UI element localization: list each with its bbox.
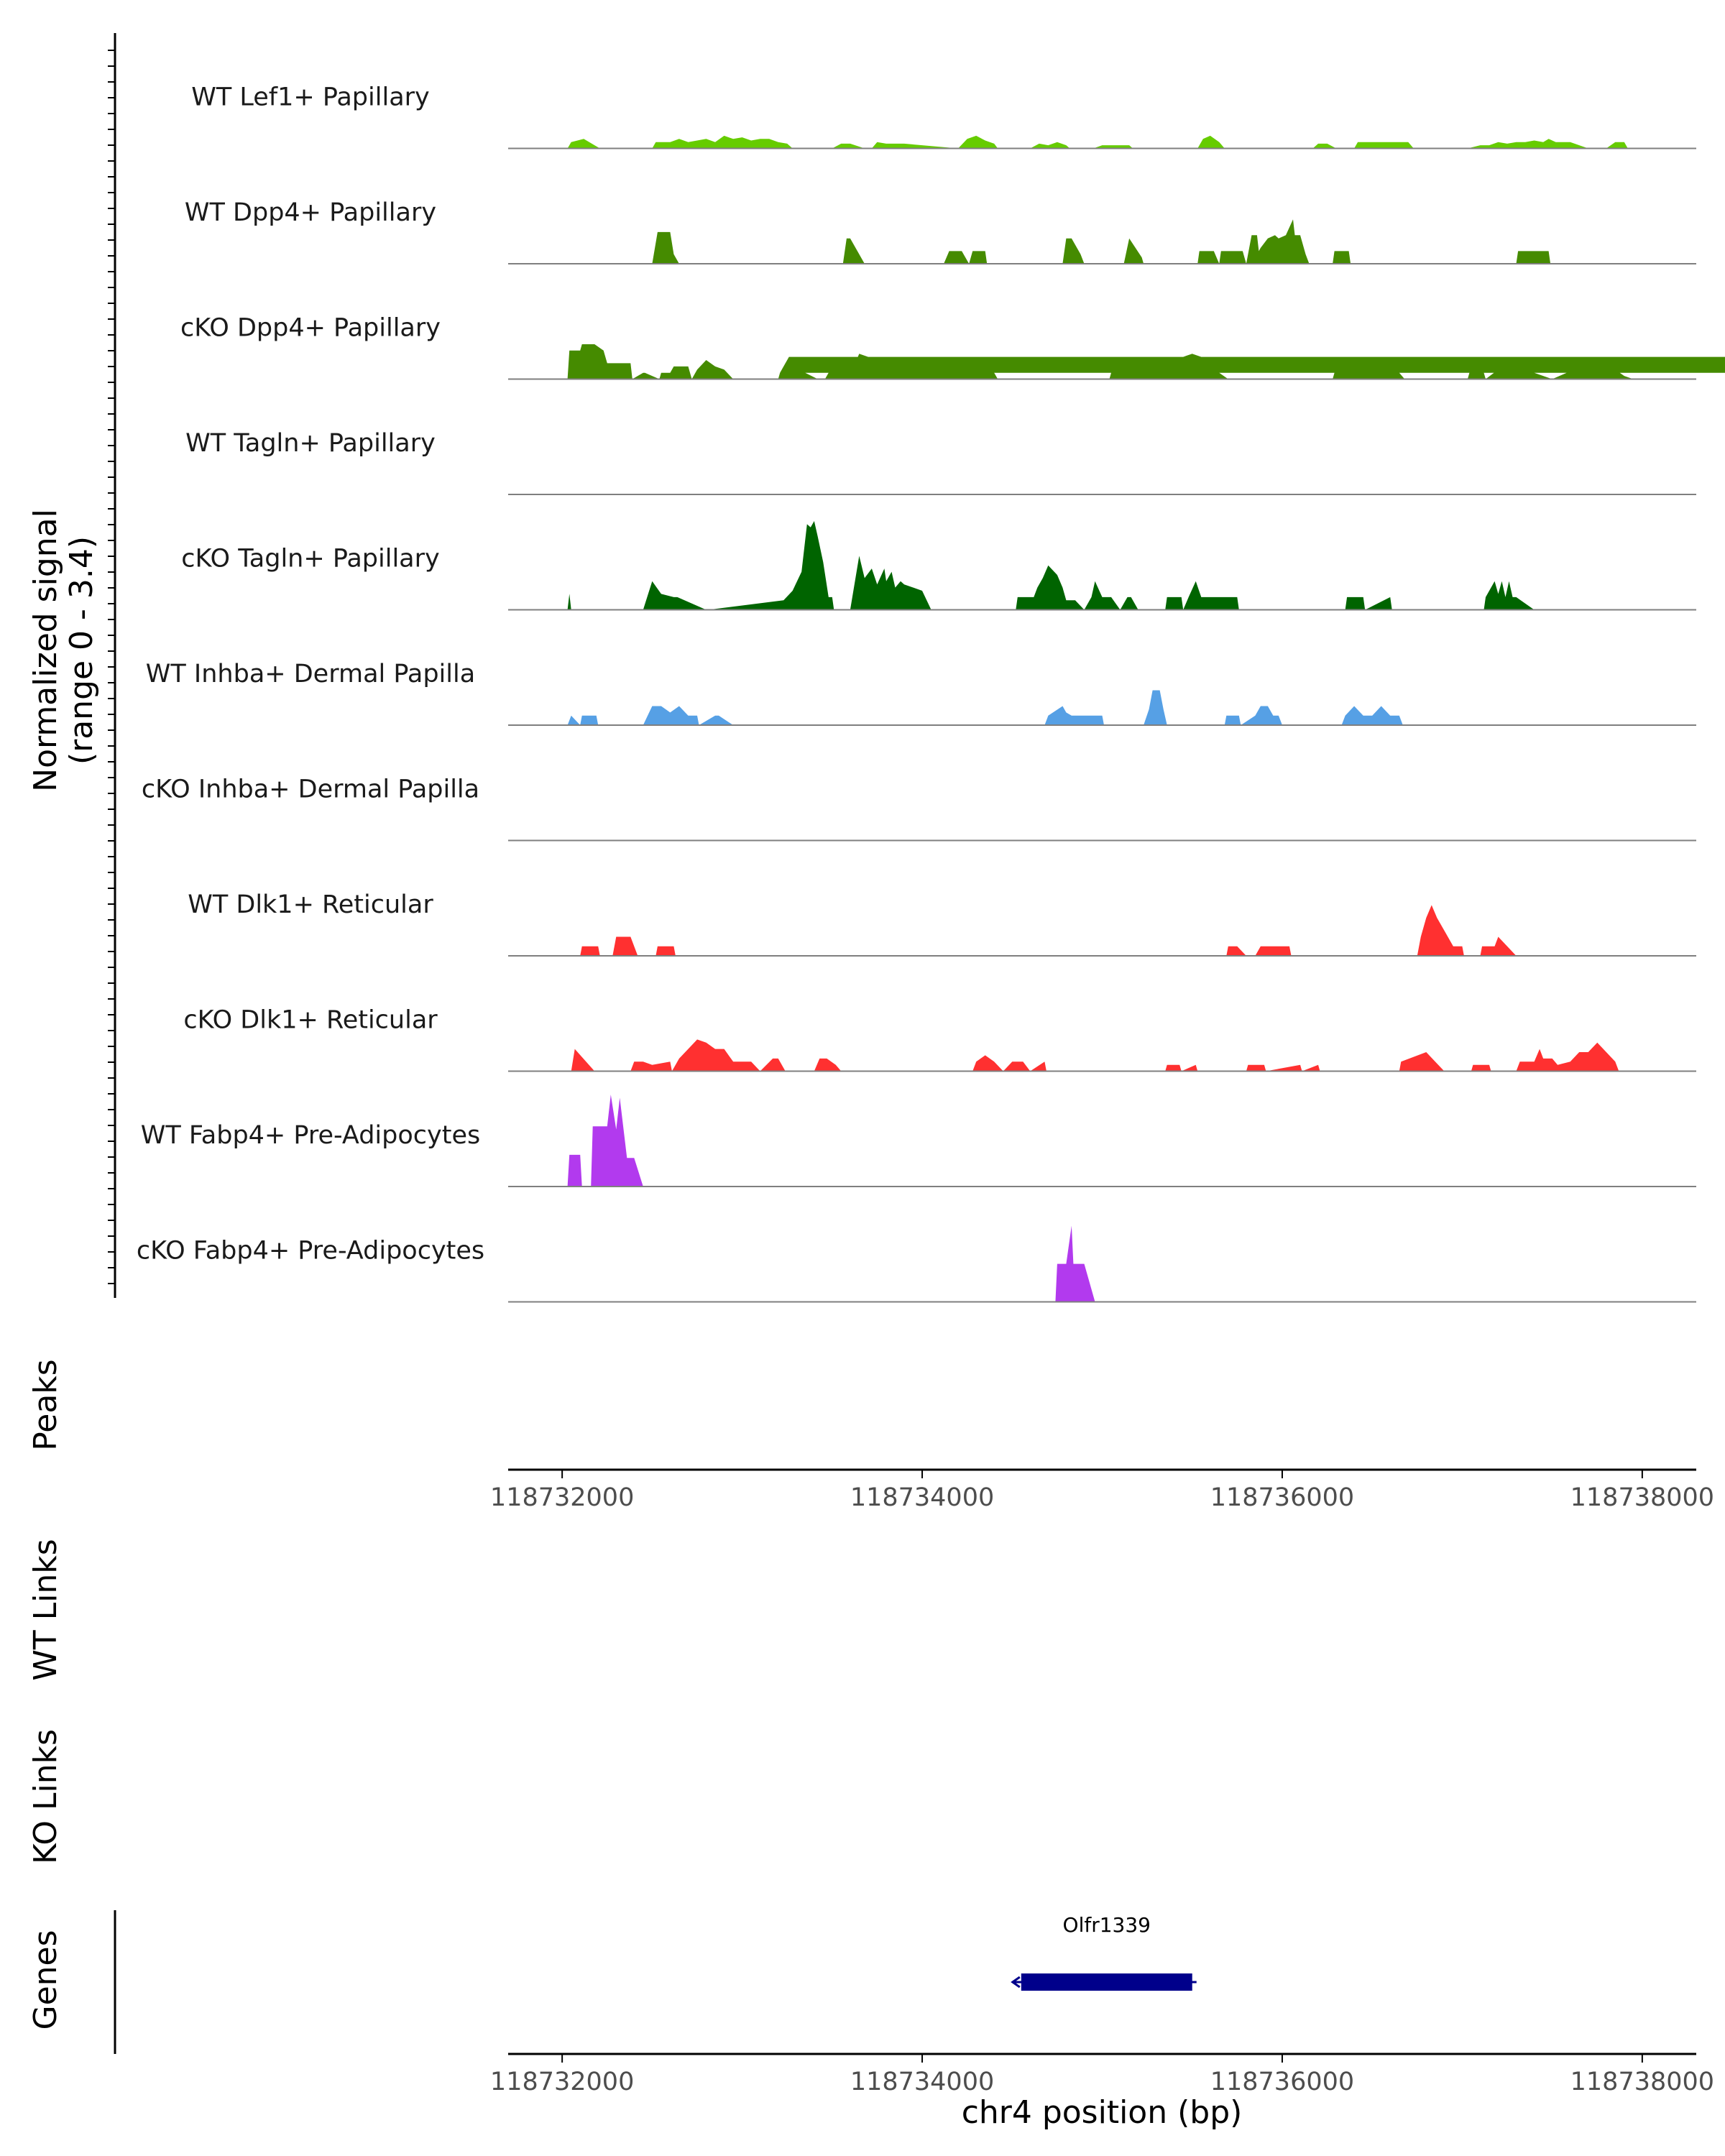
track-area	[567, 521, 1535, 610]
peaks-x-axis-ticks: 118732000 118734000 118736000 118738000	[490, 1470, 1714, 1512]
track-9: cKO Dlk1+ Reticular	[183, 1006, 1696, 1072]
track-label: WT Tagln+ Papillary	[185, 429, 436, 458]
track-3: cKO Dpp4+ Papillary	[180, 314, 1725, 380]
x-tick-label: 118734000	[850, 1483, 994, 1512]
coverage-tracks: WT Lef1+ Papillary WT Dpp4+ Papillary cKO …	[137, 83, 1725, 1303]
track-11: cKO Fabp4+ Pre-Adipocytes	[137, 1225, 1696, 1303]
track-area	[567, 135, 1628, 149]
track-10: WT Fabp4+ Pre-Adipocytes	[141, 1095, 1696, 1187]
track-4: WT Tagln+ Papillary	[185, 429, 1696, 495]
track-label: WT Dpp4+ Papillary	[185, 198, 436, 227]
track-label: cKO Dpp4+ Papillary	[180, 314, 441, 343]
genes-panel-label: Genes	[27, 1930, 64, 2030]
wt-links-panel-label: WT Links	[27, 1539, 64, 1680]
track-label: WT Inhba+ Dermal Papilla	[146, 660, 475, 688]
track-label: cKO Fabp4+ Pre-Adipocytes	[137, 1237, 484, 1266]
track-area	[580, 905, 1517, 956]
track-area	[571, 1039, 1619, 1072]
track-8: WT Dlk1+ Reticular	[188, 890, 1696, 957]
x-axis-title: chr4 position (bp)	[962, 2094, 1243, 2131]
signal-range-label: (range 0 - 3.4)	[63, 536, 100, 765]
gene-track: Olfr1339	[1011, 1913, 1197, 1991]
track-1: WT Lef1+ Papillary	[191, 83, 1696, 149]
x-tick-label: 118738000	[1570, 2068, 1714, 2096]
x-tick-label: 118734000	[850, 2068, 994, 2096]
x-tick-label: 118732000	[490, 2068, 634, 2096]
track-5: cKO Tagln+ Papillary	[181, 521, 1696, 611]
track-6: WT Inhba+ Dermal Papilla	[146, 660, 1696, 726]
track-area	[567, 1095, 643, 1187]
x-tick-label: 118732000	[490, 1483, 634, 1512]
track-2: WT Dpp4+ Papillary	[185, 198, 1696, 264]
genes-x-axis-ticks: 118732000 118734000 118736000 118738000	[490, 2054, 1714, 2096]
track-area	[567, 690, 1403, 725]
track-label: WT Lef1+ Papillary	[191, 83, 430, 112]
track-7: cKO Inhba+ Dermal Papilla	[142, 775, 1696, 842]
track-label: WT Dlk1+ Reticular	[188, 890, 433, 919]
signal-axis-label: Normalized signal	[27, 509, 64, 792]
x-tick-label: 118736000	[1210, 1483, 1354, 1512]
track-label: WT Fabp4+ Pre-Adipocytes	[141, 1121, 480, 1150]
ko-links-panel-label: KO Links	[27, 1729, 64, 1864]
track-label: cKO Tagln+ Papillary	[181, 545, 440, 573]
track-area	[1055, 1225, 1095, 1302]
track-label: cKO Dlk1+ Reticular	[183, 1006, 438, 1035]
signal-axis-ticks	[108, 50, 115, 1284]
track-area	[567, 344, 1725, 379]
strand-arrow-icon	[1011, 1976, 1021, 1989]
x-tick-label: 118736000	[1210, 2068, 1354, 2096]
x-tick-label: 118738000	[1570, 1483, 1714, 1512]
track-label: cKO Inhba+ Dermal Papilla	[142, 775, 479, 804]
gene-label: Olfr1339	[1063, 1913, 1151, 1937]
track-area	[652, 219, 1551, 264]
peaks-panel-label: Peaks	[27, 1359, 64, 1450]
